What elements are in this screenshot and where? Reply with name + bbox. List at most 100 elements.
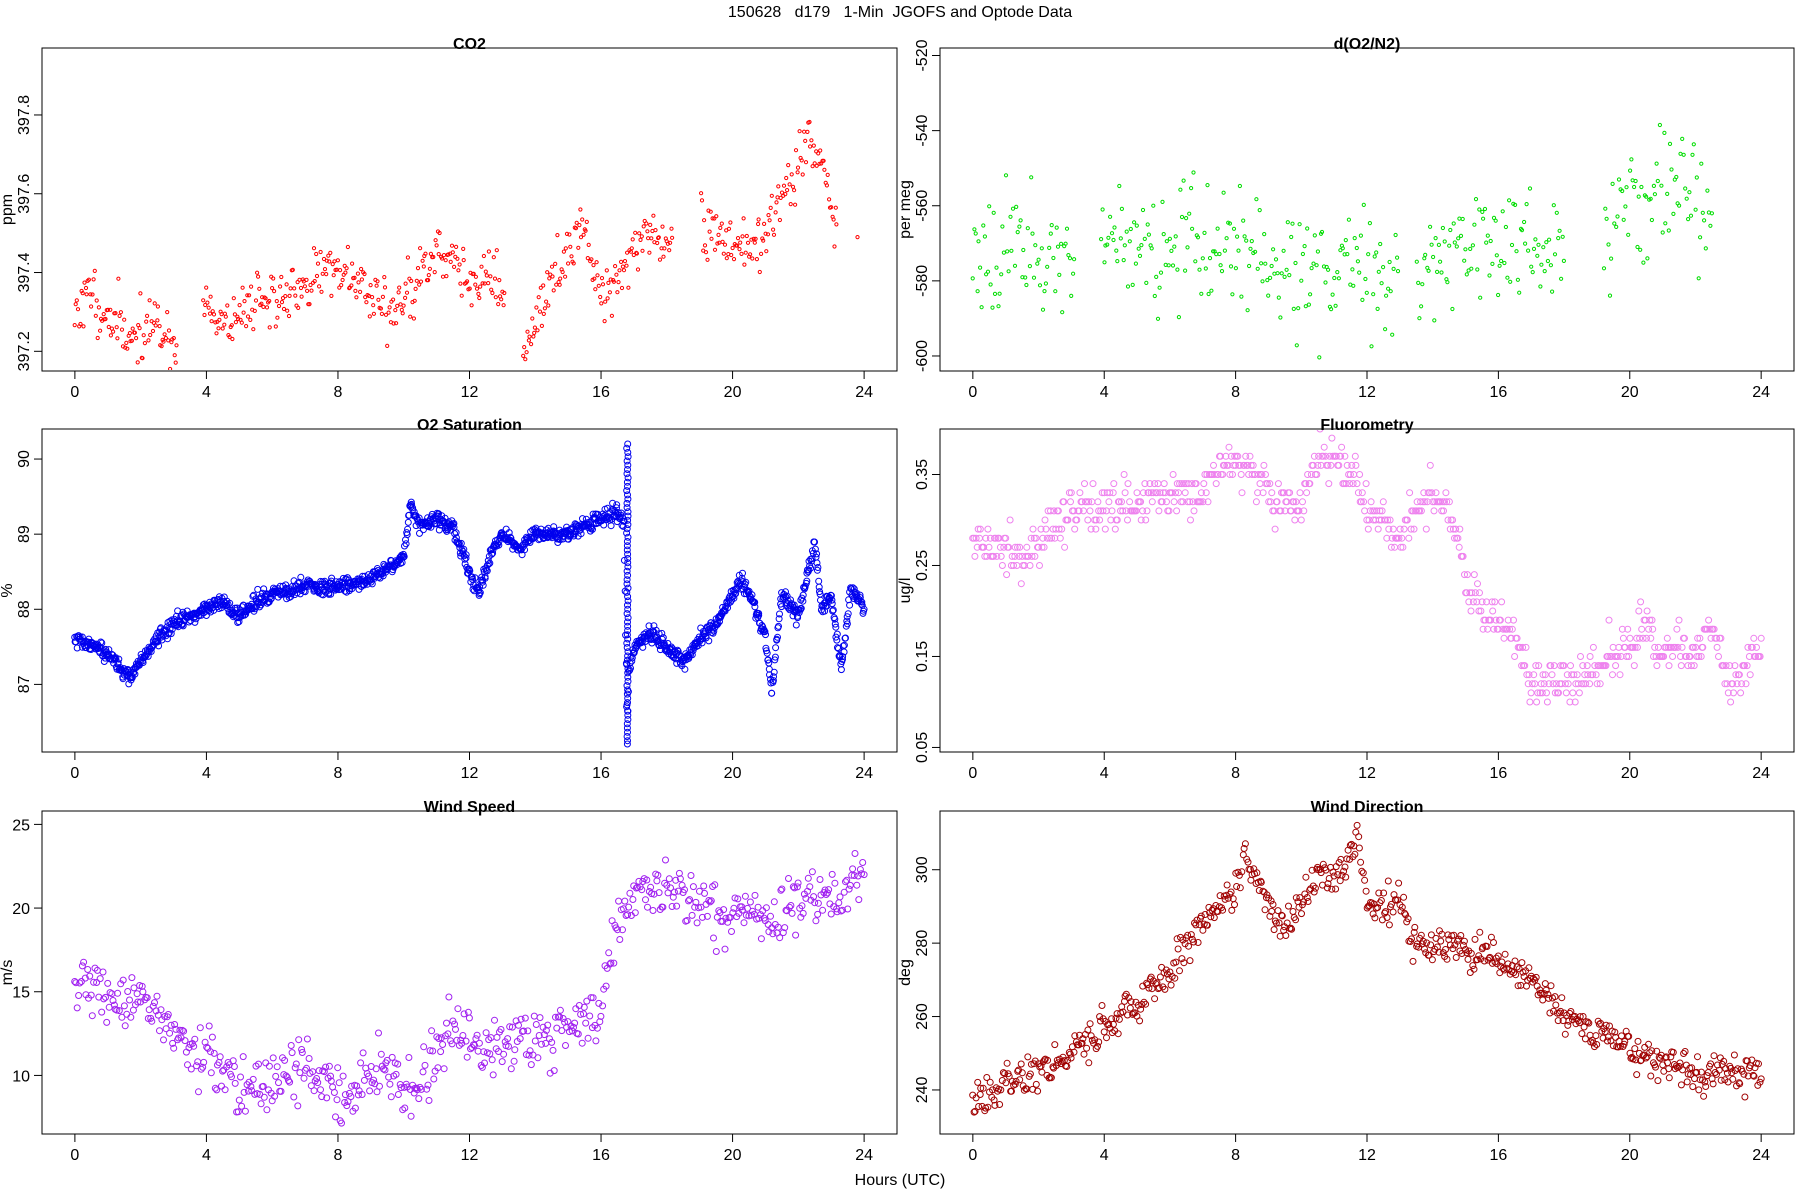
data-point: [624, 508, 632, 516]
data-point: [707, 897, 715, 905]
data-point: [1427, 941, 1435, 949]
data-point: [1527, 689, 1535, 697]
data-point: [1596, 680, 1604, 688]
data-point: [1253, 249, 1258, 254]
data-point: [231, 1079, 239, 1087]
data-point: [1266, 293, 1271, 298]
data-point: [457, 262, 462, 267]
data-point: [84, 966, 92, 973]
data-point: [376, 1082, 383, 1090]
data-point: [430, 1075, 438, 1083]
data-point: [1146, 480, 1154, 488]
data-point: [1262, 232, 1267, 237]
data-point: [857, 597, 865, 605]
data-point: [1109, 231, 1115, 236]
data-point: [1445, 280, 1450, 285]
data-point: [1291, 306, 1296, 311]
data-point: [1741, 1093, 1749, 1101]
data-point: [1144, 280, 1149, 285]
data-point: [1737, 689, 1745, 697]
x-tick-label: 0: [968, 384, 977, 401]
data-point: [1130, 282, 1135, 287]
data-point: [1165, 507, 1173, 515]
data-point: [1411, 923, 1419, 931]
data-point: [288, 1049, 296, 1057]
data-point: [1067, 489, 1075, 497]
data-point: [397, 285, 402, 290]
data-point: [843, 620, 851, 628]
data-point: [747, 911, 755, 919]
data-point: [740, 234, 745, 239]
y-tick-label: 89: [16, 525, 33, 543]
data-point: [360, 1076, 368, 1084]
data-point: [385, 1073, 393, 1081]
data-point: [739, 569, 746, 577]
x-tick-label: 20: [1621, 1147, 1639, 1164]
data-point: [1284, 267, 1289, 272]
data-point: [1338, 443, 1346, 451]
data-point: [624, 669, 632, 677]
data-point: [399, 1106, 407, 1114]
data-point: [458, 281, 463, 286]
data-point: [121, 1022, 129, 1030]
data-point: [837, 666, 845, 674]
data-point: [486, 1050, 494, 1058]
data-point: [990, 552, 997, 560]
data-point: [972, 534, 980, 542]
data-point: [845, 885, 853, 893]
data-point: [1089, 480, 1097, 488]
data-point: [623, 610, 631, 618]
data-point: [445, 993, 453, 1001]
data-point: [1230, 292, 1235, 297]
data-point: [752, 240, 757, 245]
data-point: [784, 175, 789, 181]
data-point: [1290, 498, 1298, 506]
data-point: [1521, 662, 1529, 670]
data-point: [768, 689, 776, 697]
data-point: [763, 231, 768, 236]
data-point: [1680, 1050, 1688, 1057]
data-point: [1211, 471, 1218, 478]
data-point: [1421, 498, 1429, 506]
data-point: [1757, 634, 1765, 642]
data-point: [610, 959, 618, 967]
data-point: [1095, 507, 1103, 515]
y-tick-label: 300: [914, 856, 931, 883]
data-point: [1514, 249, 1519, 254]
data-point: [606, 960, 614, 968]
data-point: [476, 291, 481, 296]
data-point: [1592, 671, 1600, 679]
data-point: [1631, 1045, 1639, 1053]
data-point: [340, 277, 345, 283]
data-point: [1030, 231, 1035, 236]
data-point: [1589, 643, 1597, 651]
data-point: [770, 668, 778, 676]
data-point: [1270, 926, 1278, 934]
data-point: [101, 312, 106, 317]
data-point: [1124, 1011, 1131, 1019]
data-point: [1624, 625, 1632, 633]
data-point: [1697, 1068, 1705, 1076]
data-point: [448, 259, 453, 264]
x-tick-label: 8: [334, 1147, 343, 1164]
data-point: [141, 333, 146, 338]
data-point: [155, 304, 160, 309]
data-point: [764, 656, 772, 664]
data-point: [1616, 671, 1624, 679]
data-point: [1212, 480, 1220, 488]
data-point: [629, 246, 634, 251]
data-point: [285, 308, 290, 313]
data-point: [1008, 214, 1013, 219]
data-point: [770, 898, 778, 906]
data-point: [755, 610, 763, 617]
data-point: [571, 261, 576, 266]
data-point: [1569, 689, 1577, 697]
data-point: [1161, 232, 1166, 237]
data-point: [1615, 214, 1620, 219]
data-point: [1005, 1072, 1013, 1080]
data-point: [491, 255, 496, 260]
data-point: [1000, 543, 1008, 551]
data-point: [829, 607, 837, 615]
data-point: [594, 260, 599, 265]
data-point: [465, 279, 470, 284]
